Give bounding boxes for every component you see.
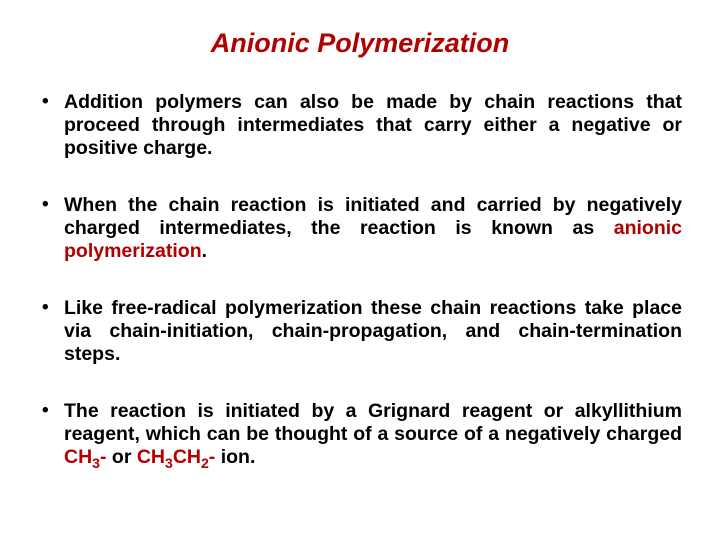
list-item: When the chain reaction is initiated and… xyxy=(38,194,682,263)
bullet-list: Addition polymers can also be made by ch… xyxy=(38,91,682,469)
ion-formula: CH3CH2- xyxy=(137,446,215,468)
list-item: Addition polymers can also be made by ch… xyxy=(38,91,682,160)
slide-title: Anionic Polymerization xyxy=(78,28,642,59)
bullet-text: ion. xyxy=(215,446,255,468)
list-item: Like free-radical polymerization these c… xyxy=(38,297,682,366)
bullet-text: When the chain reaction is initiated and… xyxy=(64,194,682,239)
list-item: The reaction is initiated by a Grignard … xyxy=(38,400,682,469)
bullet-text: Like free-radical polymerization these c… xyxy=(64,297,682,365)
bullet-text: . xyxy=(202,240,207,262)
bullet-text: Addition polymers can also be made by ch… xyxy=(64,91,682,159)
bullet-text: or xyxy=(106,446,136,468)
ion-formula: CH3- xyxy=(64,446,106,468)
bullet-text: The reaction is initiated by a Grignard … xyxy=(64,400,682,445)
